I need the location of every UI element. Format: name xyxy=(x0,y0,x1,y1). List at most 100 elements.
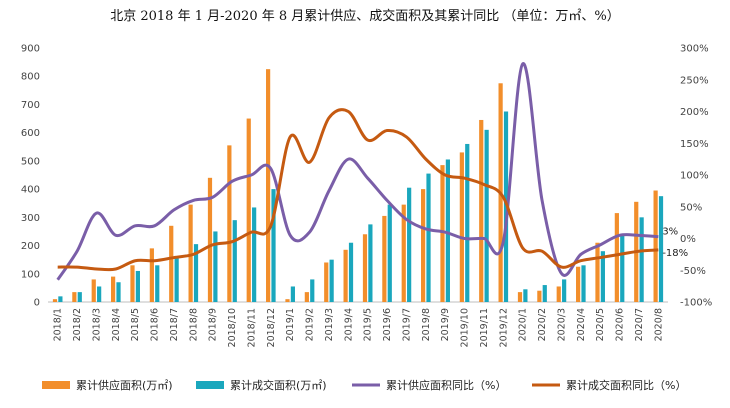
supply-area-bar xyxy=(479,119,484,302)
supply-area-bar xyxy=(556,286,561,302)
x-tick-label: 2019/10 xyxy=(460,308,471,347)
data-label: -18% xyxy=(662,248,688,259)
supply-area-bar xyxy=(362,234,368,302)
supply-area-bar xyxy=(149,248,154,302)
supply-area-bar xyxy=(91,279,96,302)
supply-area-bar xyxy=(401,204,406,302)
supply-area-bar xyxy=(324,262,329,302)
supply-area-bar xyxy=(595,242,600,302)
x-tick-label: 2018/4 xyxy=(111,308,122,341)
y-right-tick-label: -100% xyxy=(680,298,712,309)
x-tick-label: 2018/8 xyxy=(188,308,199,341)
transaction-area-bar xyxy=(407,187,412,302)
supply-area-bar xyxy=(304,292,309,302)
supply-area-bar xyxy=(653,190,658,302)
transaction-area-bar xyxy=(213,231,218,302)
supply-area-bar xyxy=(72,292,77,302)
supply-area-bar xyxy=(188,204,193,302)
supply-area-bar xyxy=(459,152,464,302)
transaction-area-bar xyxy=(620,235,625,302)
x-tick-label: 2020/6 xyxy=(615,308,626,341)
y-left-tick-label: 300 xyxy=(21,213,40,224)
x-tick-label: 2019/5 xyxy=(363,308,374,341)
x-tick-label: 2018/10 xyxy=(227,308,238,347)
y-left-tick-label: 400 xyxy=(21,185,40,196)
y-right-tick-label: 250% xyxy=(680,75,709,86)
transaction-area-bar xyxy=(135,270,140,302)
transaction-area-bar xyxy=(232,220,237,302)
transaction-area-bar xyxy=(174,258,179,302)
supply-area-bar xyxy=(130,265,135,302)
transaction-area-bar xyxy=(310,279,315,302)
transaction-area-bar xyxy=(271,189,276,302)
supply-area-bar xyxy=(440,165,445,302)
transaction-area-bar xyxy=(77,292,82,302)
legend-swatch xyxy=(196,381,224,389)
supply-area-bar xyxy=(111,276,116,302)
supply-area-bar xyxy=(421,189,426,302)
transaction-area-bar xyxy=(426,173,431,302)
transaction-area-bar xyxy=(445,159,450,302)
annotation-layer: 3% -18% xyxy=(662,227,688,259)
y-left-tick-label: 100 xyxy=(21,269,40,280)
transaction-area-bar xyxy=(639,217,644,302)
axes: 0 100 200 300 400 500 600 700 800 900 -100% -50% 0% 5… xyxy=(21,44,712,348)
x-tick-label: 2018/12 xyxy=(266,308,277,347)
supply-area-bar xyxy=(266,69,271,303)
supply-area-bar xyxy=(285,299,290,302)
transaction-area-bar xyxy=(484,129,489,302)
x-tick-label: 2020/1 xyxy=(518,308,529,341)
supply-area-bar xyxy=(52,299,58,302)
y-left-tick-label: 200 xyxy=(21,241,40,252)
transaction-area-bar xyxy=(658,196,664,302)
transaction-area-bar xyxy=(193,244,199,302)
legend-label: 累计成交面积同比（%） xyxy=(566,378,686,392)
transaction-area-bar xyxy=(581,265,586,302)
supply-area-bar xyxy=(614,213,619,302)
y-right-tick-label: -50% xyxy=(680,266,706,277)
supply-area-bar xyxy=(246,118,251,302)
x-tick-label: 2019/4 xyxy=(343,308,354,341)
transaction-area-bar xyxy=(252,207,257,302)
y-left-tick-label: 0 xyxy=(34,298,40,309)
x-tick-label: 2019/1 xyxy=(285,308,296,341)
x-tick-label: 2018/3 xyxy=(91,308,102,341)
supply-area-bar xyxy=(207,177,213,302)
x-tick-label: 2019/8 xyxy=(421,308,432,341)
transaction-area-bar xyxy=(562,279,567,302)
supply-area-bar xyxy=(169,225,174,302)
transaction-area-bar xyxy=(542,285,547,302)
transaction-area-bar xyxy=(387,204,392,302)
x-tick-label: 2019/11 xyxy=(479,308,490,347)
y-right-tick-label: 300% xyxy=(680,44,709,55)
chart-title: 北京 2018 年 1 月-2020 年 8 月累计供应、成交面积及其累计同比 … xyxy=(110,8,620,24)
y-left-tick-label: 800 xyxy=(21,72,40,83)
transaction-area-bar xyxy=(465,143,470,302)
transaction-area-bar xyxy=(348,242,354,302)
line-layer xyxy=(56,62,659,281)
supply-area-bar xyxy=(517,292,523,302)
x-tick-label: 2018/1 xyxy=(53,308,64,341)
transaction-area-bar xyxy=(523,289,528,302)
transaction-area-bar xyxy=(368,224,373,302)
x-tick-label: 2018/6 xyxy=(150,308,161,341)
transaction-area-bar xyxy=(329,259,334,302)
x-tick-label: 2019/12 xyxy=(498,308,509,347)
x-tick-label: 2018/2 xyxy=(72,308,83,341)
x-tick-label: 2018/9 xyxy=(208,308,219,341)
x-tick-label: 2018/5 xyxy=(130,308,141,341)
transaction-area-bar xyxy=(155,265,160,302)
transaction-area-bar xyxy=(58,296,63,302)
x-tick-label: 2019/6 xyxy=(382,308,393,341)
x-tick-label: 2018/7 xyxy=(169,308,180,341)
legend-swatch xyxy=(42,381,70,389)
x-tick-label: 2020/5 xyxy=(595,308,606,341)
x-tick-label: 2020/7 xyxy=(634,308,645,341)
x-tick-label: 2018/11 xyxy=(246,308,257,347)
x-tick-label: 2020/2 xyxy=(537,308,548,341)
transaction-yoy-line xyxy=(57,108,659,272)
x-tick-label: 2020/3 xyxy=(556,308,567,341)
x-tick-label: 2019/9 xyxy=(440,308,451,341)
